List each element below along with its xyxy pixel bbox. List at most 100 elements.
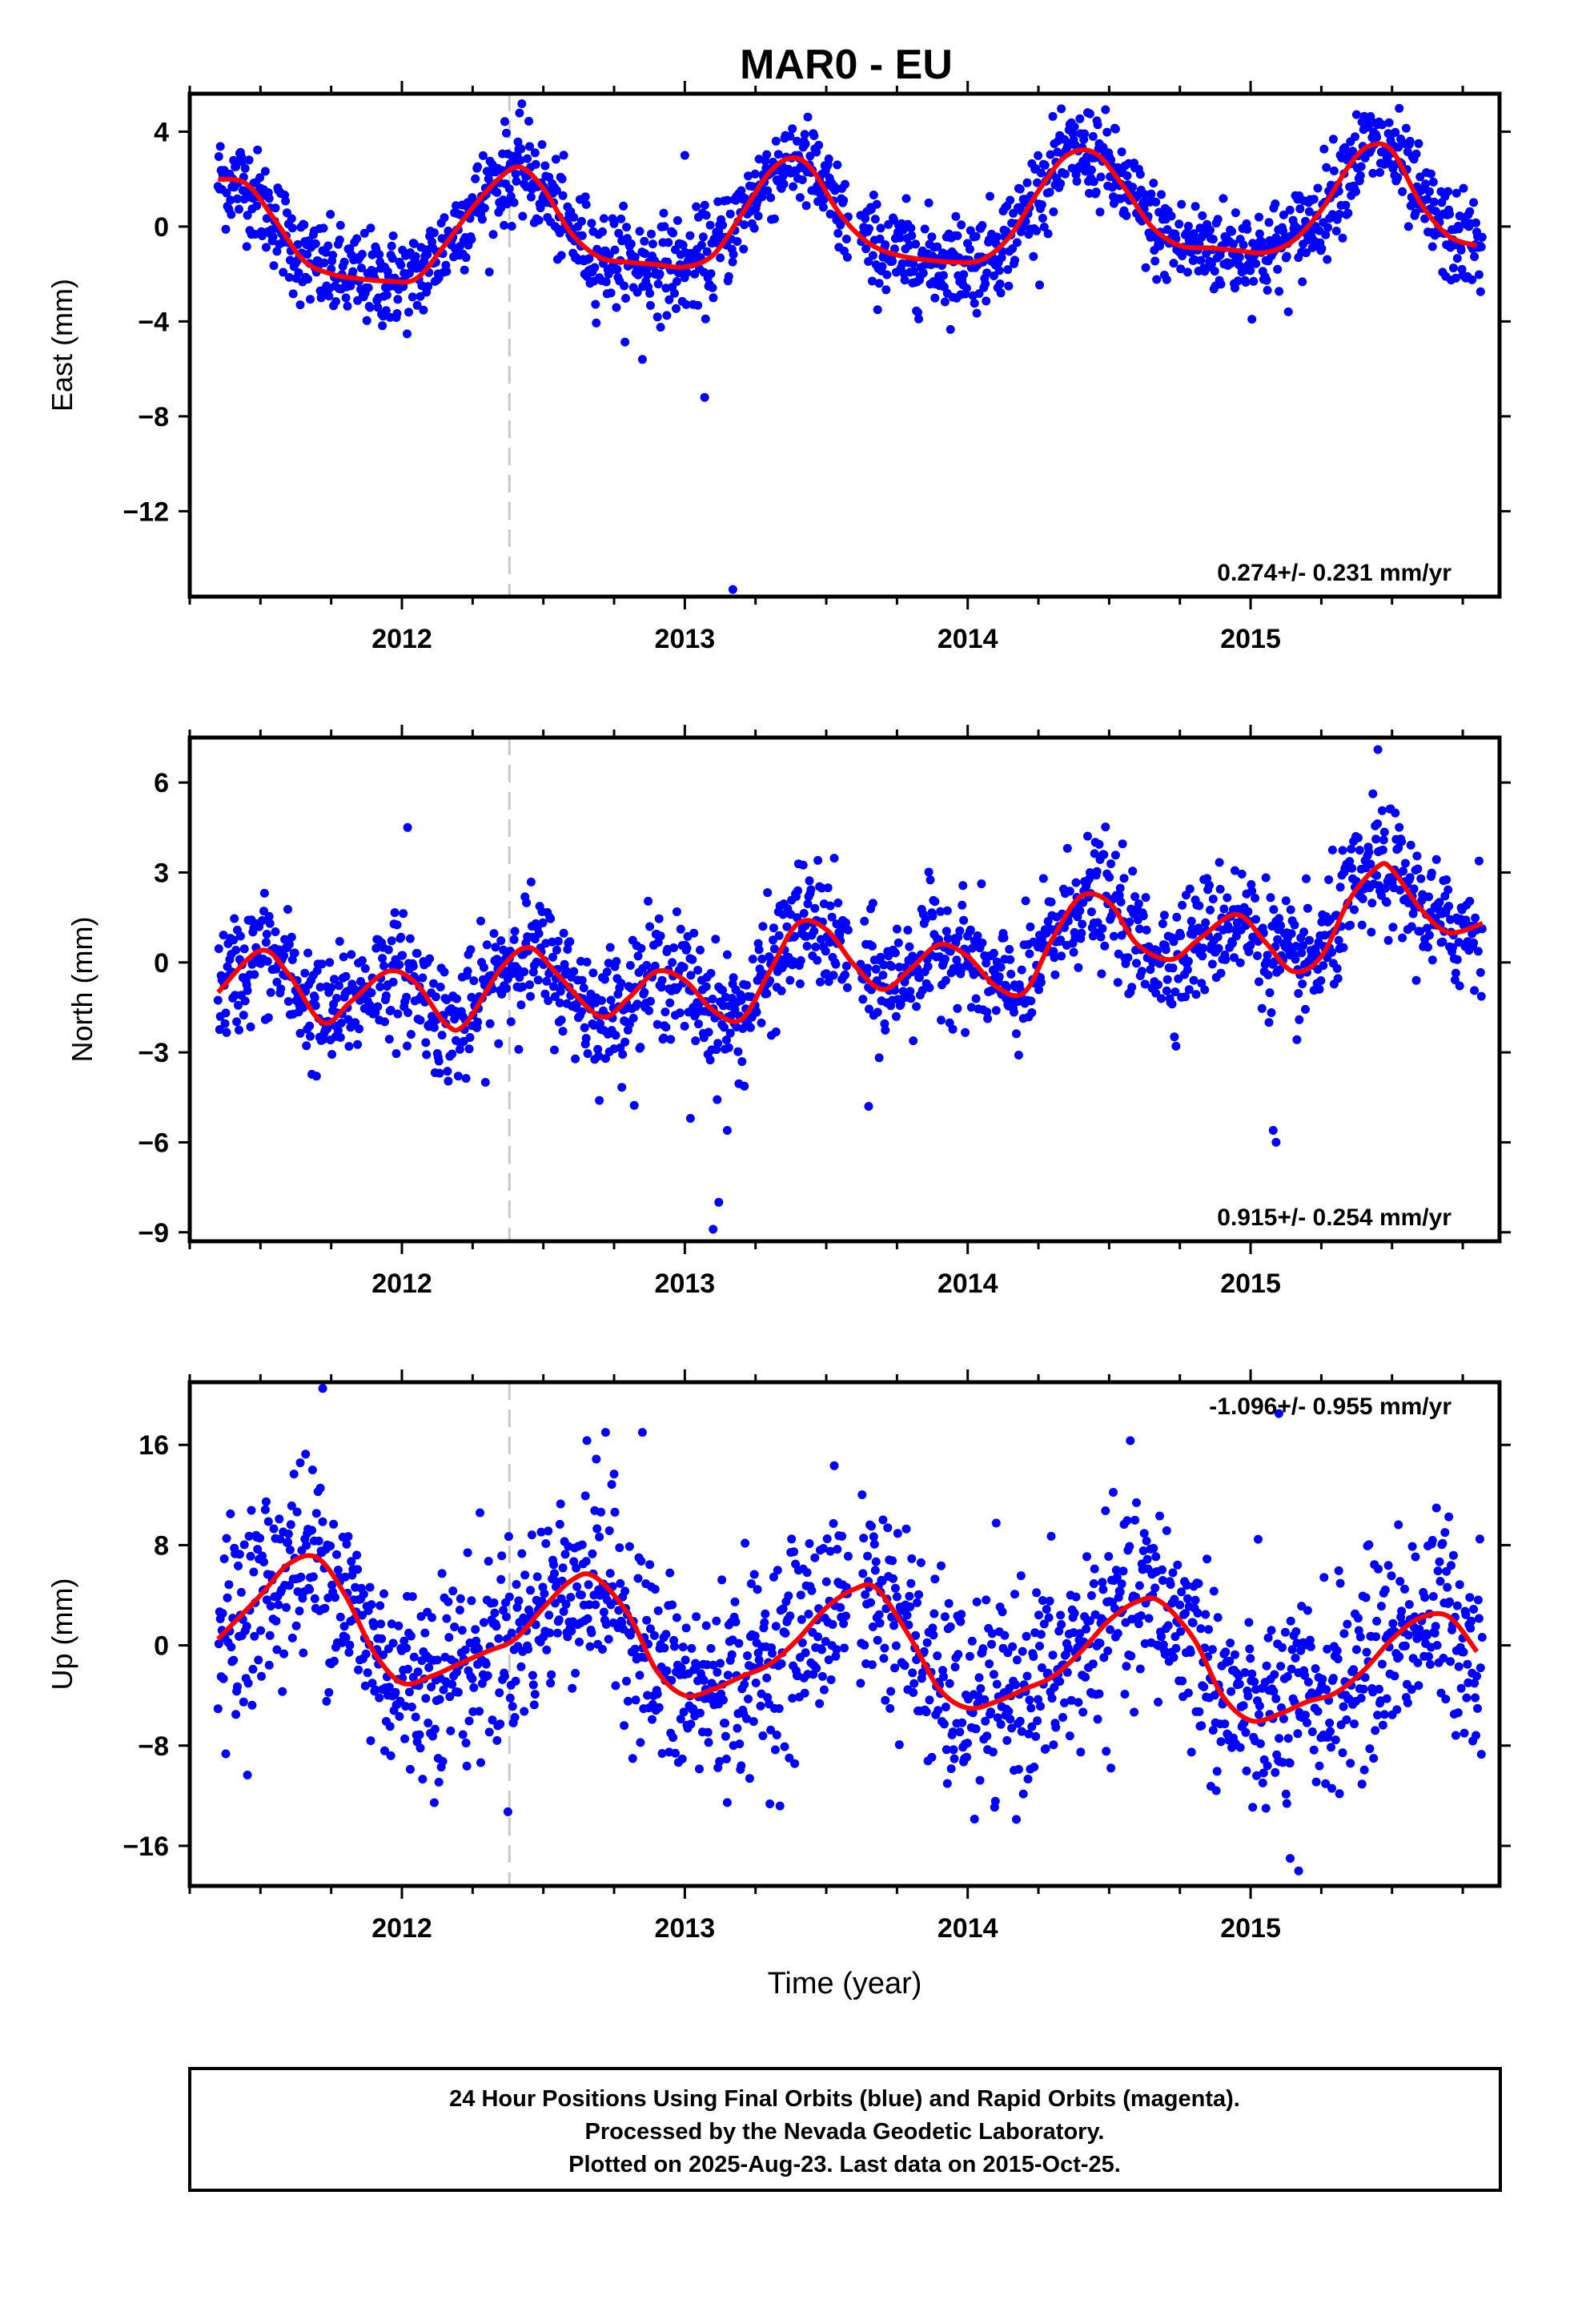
data-point xyxy=(870,215,880,224)
data-point xyxy=(450,1622,460,1631)
data-point xyxy=(507,222,516,231)
data-point xyxy=(524,116,533,126)
data-point xyxy=(244,155,254,165)
data-point xyxy=(505,1693,515,1703)
data-point xyxy=(584,1580,593,1590)
data-point xyxy=(552,1628,562,1638)
data-point xyxy=(1208,895,1218,904)
data-point xyxy=(975,1775,985,1785)
data-point xyxy=(778,1604,788,1614)
data-point xyxy=(489,1598,499,1607)
data-point xyxy=(1309,1745,1319,1755)
data-point xyxy=(758,1731,768,1740)
data-point xyxy=(877,262,887,271)
data-point xyxy=(600,975,609,984)
data-point xyxy=(406,1631,416,1641)
data-point xyxy=(1016,1571,1026,1581)
data-point xyxy=(1438,937,1447,947)
data-point xyxy=(1295,1015,1304,1024)
data-point xyxy=(1014,1051,1023,1059)
data-point xyxy=(836,220,845,230)
data-point xyxy=(404,1664,412,1674)
data-point xyxy=(271,203,280,213)
x-tick-label: 2015 xyxy=(1220,624,1281,654)
data-point xyxy=(645,1560,655,1570)
data-point xyxy=(234,1000,243,1010)
data-point xyxy=(1452,955,1462,964)
data-point xyxy=(635,227,644,236)
data-point xyxy=(468,1674,477,1683)
data-point xyxy=(811,943,821,951)
data-point xyxy=(1250,1677,1259,1687)
data-point xyxy=(631,1695,640,1705)
data-point xyxy=(1251,894,1260,903)
data-point xyxy=(371,1685,380,1695)
data-point xyxy=(593,1044,603,1054)
data-point xyxy=(604,1634,613,1644)
data-point xyxy=(1471,913,1480,923)
data-point xyxy=(1220,1719,1230,1729)
data-point xyxy=(779,179,789,189)
data-point xyxy=(1476,242,1486,251)
data-point xyxy=(881,285,891,295)
data-point xyxy=(745,1023,755,1032)
data-point xyxy=(383,945,393,955)
data-point xyxy=(788,1694,797,1703)
data-point xyxy=(722,950,732,959)
data-point xyxy=(1252,1771,1262,1780)
data-point xyxy=(1135,1664,1145,1674)
data-point xyxy=(1326,1727,1335,1736)
data-point xyxy=(529,1700,539,1710)
data-point xyxy=(1049,207,1058,216)
data-point xyxy=(734,1638,744,1648)
data-point xyxy=(213,1704,223,1714)
data-point xyxy=(1213,1613,1223,1622)
data-point xyxy=(1423,195,1431,204)
y-tick-label: −6 xyxy=(138,1128,169,1158)
data-point xyxy=(983,1014,993,1023)
data-point xyxy=(1278,1642,1287,1652)
data-point xyxy=(331,1593,339,1602)
data-point xyxy=(385,1722,395,1731)
data-point xyxy=(773,1566,782,1575)
data-point xyxy=(1321,230,1331,239)
data-point xyxy=(576,1007,586,1016)
data-point xyxy=(257,1671,266,1681)
data-point xyxy=(1158,1576,1167,1585)
data-point xyxy=(1006,195,1015,205)
data-point xyxy=(1261,1803,1271,1813)
data-point xyxy=(1099,850,1109,859)
y-tick-label: −12 xyxy=(122,497,169,527)
data-point xyxy=(1011,1680,1020,1690)
data-point xyxy=(1086,1590,1096,1600)
data-point xyxy=(962,1752,971,1762)
data-point xyxy=(821,947,830,956)
data-point xyxy=(1081,1672,1090,1682)
data-point xyxy=(722,195,732,205)
data-point xyxy=(909,1688,918,1697)
data-point xyxy=(990,1796,1000,1806)
data-point xyxy=(373,1002,383,1011)
data-point xyxy=(819,1685,829,1695)
data-point xyxy=(1380,883,1390,893)
data-point xyxy=(936,907,946,916)
data-point xyxy=(1039,223,1049,231)
data-point xyxy=(998,1607,1007,1617)
data-point xyxy=(916,1558,926,1567)
data-point xyxy=(510,927,520,936)
data-point xyxy=(1323,223,1333,232)
data-point xyxy=(1467,1616,1476,1626)
data-point xyxy=(581,199,591,209)
data-point xyxy=(1106,859,1116,869)
data-point xyxy=(235,204,243,214)
data-point xyxy=(891,1011,901,1021)
data-point xyxy=(293,239,303,249)
data-point xyxy=(913,1598,921,1607)
data-point xyxy=(1426,169,1435,179)
data-point xyxy=(526,192,536,202)
data-point xyxy=(802,942,812,951)
data-point xyxy=(1116,897,1126,907)
data-point xyxy=(1151,1552,1161,1562)
data-point xyxy=(660,222,669,231)
data-point xyxy=(326,210,335,219)
